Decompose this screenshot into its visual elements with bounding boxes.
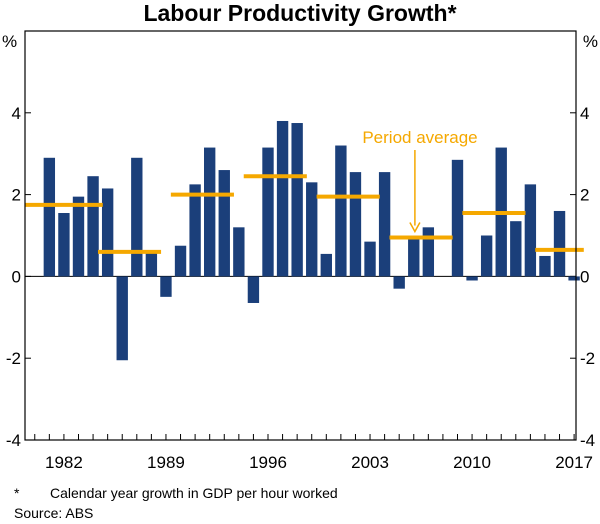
bar-2001 — [335, 145, 347, 277]
bar-2014 — [524, 184, 537, 277]
bar-1988 — [145, 251, 158, 277]
bar-1991 — [189, 184, 201, 277]
bar-series — [43, 120, 580, 361]
bar-1998 — [291, 123, 303, 277]
y-tick-label-right: 4 — [580, 104, 589, 123]
x-tick-label-1982: 1982 — [45, 453, 83, 472]
bar-1982 — [58, 213, 70, 277]
x-tick-label-1996: 1996 — [249, 453, 287, 472]
bar-1995 — [247, 276, 260, 303]
bar-2000 — [320, 253, 332, 277]
annotation-arrow — [409, 150, 421, 234]
y-tick-labels: -4 -4 -2 -2 0 0 2 2 4 4 — [6, 104, 595, 450]
bar-2013 — [510, 221, 522, 277]
bar-1996 — [262, 147, 274, 277]
period-average-annotation: Period average — [362, 128, 477, 147]
bar-1989 — [160, 276, 172, 297]
bar-1984 — [87, 176, 99, 277]
x-tick-label-1989: 1989 — [147, 453, 185, 472]
bar-2002 — [349, 172, 362, 277]
bar-2010 — [466, 276, 478, 281]
bar-2016 — [553, 210, 566, 277]
bar-2004 — [378, 172, 391, 277]
plot-frame — [24, 30, 577, 441]
y-tick-label-left: 4 — [12, 104, 21, 123]
y-tick-label-left: 0 — [12, 267, 21, 286]
bar-2015 — [539, 255, 551, 277]
period-average-lines — [25, 174, 584, 254]
x-tick-label-2017: 2017 — [555, 453, 593, 472]
annotation-arrow-head — [409, 222, 421, 234]
chart-title: Labour Productivity Growth* — [143, 0, 456, 26]
y-tick-label-right: 2 — [580, 186, 589, 205]
y-tick-label-right: 0 — [580, 267, 589, 286]
y-tick-label-left: 2 — [12, 186, 21, 205]
bar-1990 — [174, 245, 187, 277]
bar-1993 — [218, 170, 230, 277]
bar-2009 — [451, 159, 464, 277]
footnote-asterisk: * — [14, 485, 20, 501]
x-tick-label-2010: 2010 — [453, 453, 491, 472]
bar-2005 — [393, 276, 405, 289]
bar-2017 — [568, 276, 580, 281]
bar-2006 — [408, 237, 420, 277]
footnote-definition: * Calendar year growth in GDP per hour wo… — [14, 485, 338, 501]
footnote-source: Source: ABS — [14, 505, 94, 521]
bar-1992 — [204, 147, 216, 277]
bar-1997 — [276, 120, 289, 277]
bar-1985 — [101, 188, 114, 277]
x-tick-label-2003: 2003 — [351, 453, 389, 472]
y-tick-label-left: -2 — [6, 349, 21, 368]
x-tick-labels: 1982 1989 1996 2003 2010 2017 — [45, 453, 593, 472]
y-axis-unit-right: % — [583, 32, 598, 51]
bar-1986 — [116, 276, 128, 361]
bar-1981 — [43, 157, 56, 277]
bar-2011 — [480, 235, 493, 277]
bar-1987 — [131, 157, 143, 277]
bar-1983 — [72, 196, 85, 277]
y-tick-label-right: -4 — [580, 431, 595, 450]
footnote-text: Calendar year growth in GDP per hour wor… — [50, 485, 338, 501]
bar-1994 — [233, 227, 245, 277]
y-tick-label-right: -2 — [580, 349, 595, 368]
bar-1999 — [306, 182, 318, 277]
y-tick-label-left: -4 — [6, 431, 21, 450]
bar-2007 — [422, 227, 435, 277]
bar-2003 — [364, 241, 376, 277]
y-axis-unit-left: % — [2, 32, 17, 51]
